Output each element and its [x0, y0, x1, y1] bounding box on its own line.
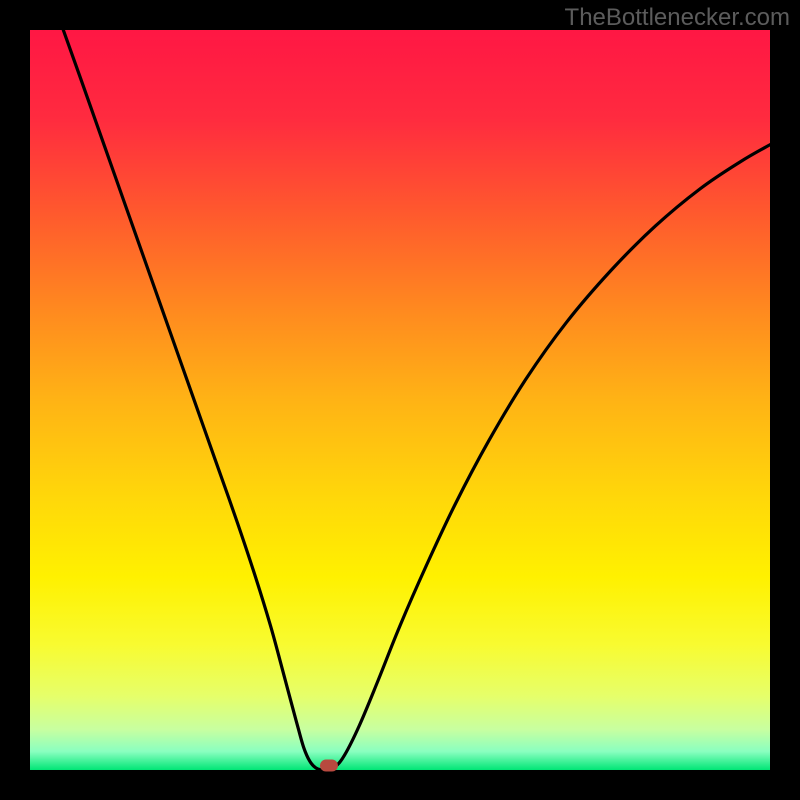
current-config-marker	[320, 760, 338, 772]
chart-svg	[0, 0, 800, 800]
chart-stage: TheBottlenecker.com	[0, 0, 800, 800]
gradient-background	[30, 30, 770, 770]
